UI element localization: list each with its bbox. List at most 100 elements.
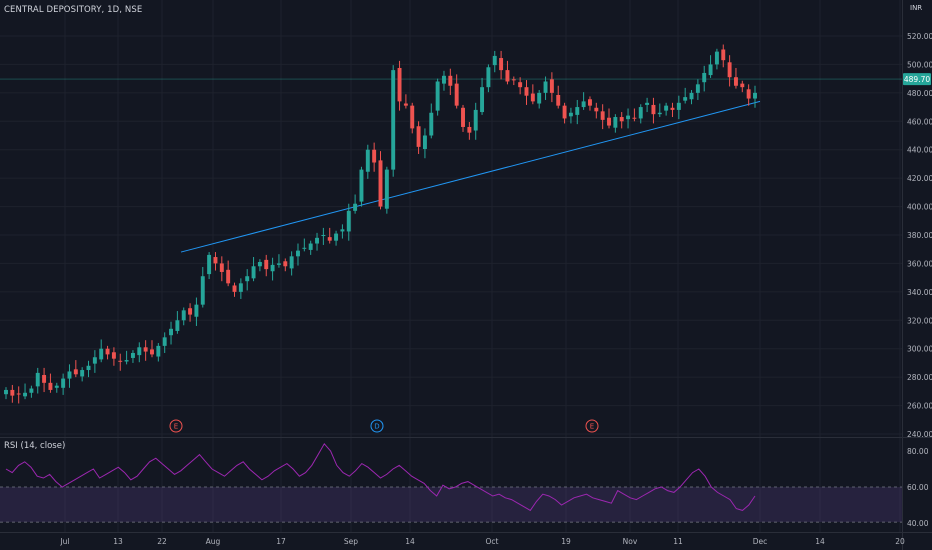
price-tick-label: 280.00 [907, 373, 932, 382]
rsi-tick-label: 80.00 [907, 447, 929, 456]
candle-body [334, 233, 339, 241]
candle-body [638, 107, 643, 119]
candle-body [207, 254, 212, 275]
candle-body [130, 352, 135, 358]
candle-body [518, 82, 523, 88]
event-marker-circle [169, 419, 183, 433]
candle-body [48, 382, 53, 390]
event-marker[interactable]: E [169, 419, 183, 433]
time-tick-label: Sep [344, 537, 358, 546]
candle-body [327, 237, 332, 241]
candle-body [524, 87, 529, 96]
event-marker-label: E [174, 423, 178, 431]
candle-body [10, 389, 15, 396]
candle-body [689, 92, 694, 100]
price-tick-label: 520.00 [907, 32, 932, 41]
candle-body [340, 229, 345, 232]
candle-body [695, 84, 700, 93]
candle-body [753, 92, 757, 99]
rsi-tick-label: 60.00 [907, 483, 929, 492]
candle-body [607, 117, 611, 126]
candle-body [486, 67, 491, 88]
candle-body [480, 87, 485, 113]
price-tick-label: 480.00 [907, 89, 932, 98]
candle-body [657, 112, 662, 115]
candle-body [708, 64, 713, 76]
candle-body [499, 58, 504, 71]
candle-body [664, 105, 669, 111]
candle-body [23, 392, 28, 397]
last-price-badge [903, 73, 931, 86]
candle-body [587, 99, 592, 106]
candle-body [54, 385, 59, 388]
candle-body [568, 112, 573, 117]
price-tick-label: 340.00 [907, 288, 932, 297]
trendline-layer [0, 78, 902, 253]
price-tick-label: 240.00 [907, 430, 932, 439]
candle-body [226, 269, 231, 284]
candle-body [676, 102, 681, 110]
candle-body [264, 259, 269, 270]
candle-body [422, 135, 427, 150]
candle-body [651, 104, 656, 115]
candle-body [315, 237, 319, 244]
candle-body [683, 97, 688, 101]
candle-body [670, 107, 675, 110]
candle-body [67, 371, 72, 379]
rsi-line [5, 442, 756, 512]
time-tick-label: 17 [276, 537, 286, 546]
candle-body [99, 348, 104, 360]
candle-body [581, 101, 586, 108]
rsi-line-layer [5, 442, 756, 512]
candle-body [575, 107, 580, 115]
rsi-band [0, 486, 902, 523]
candle-body [321, 235, 326, 236]
candle-body [80, 370, 85, 377]
candle-body [92, 357, 97, 364]
price-tick-label: 320.00 [907, 316, 932, 325]
event-marker[interactable]: D [370, 419, 384, 433]
candle-body [645, 102, 650, 105]
candle-body [416, 126, 421, 147]
currency-badge[interactable]: INR [910, 4, 923, 12]
price-tick-label: 400.00 [907, 203, 932, 212]
candle-body [537, 92, 542, 104]
candle-body [175, 320, 180, 331]
candle-body [105, 348, 110, 355]
candle-body [746, 89, 751, 99]
candle-body [454, 83, 459, 106]
chart-grid [0, 0, 902, 532]
candle-body [353, 203, 358, 211]
candle-body [42, 375, 47, 383]
candle-body [549, 79, 554, 93]
candle-body [143, 347, 148, 352]
candle-body [150, 349, 154, 355]
candle-body [740, 83, 745, 88]
time-tick-label: Aug [206, 537, 221, 546]
time-tick-label: 11 [673, 537, 683, 546]
candle-body [702, 72, 707, 83]
candle-body [632, 117, 637, 119]
candle-body [556, 94, 561, 106]
candle-body [613, 117, 618, 128]
candle-body [162, 337, 167, 346]
rsi-title: RSI (14, close) [4, 441, 66, 451]
candle-body [111, 352, 116, 359]
candle-body [505, 70, 510, 82]
price-tick-label: 420.00 [907, 174, 932, 183]
event-marker[interactable]: E [585, 419, 599, 433]
candle-body [296, 250, 300, 257]
candle-body [4, 389, 8, 395]
price-tick-label: 440.00 [907, 146, 932, 155]
candle-body [276, 263, 281, 265]
event-marker-circle [585, 419, 599, 433]
candle-body [626, 115, 631, 120]
candle-body [397, 67, 402, 102]
time-tick-label: Dec [753, 537, 768, 546]
candle-body [169, 328, 174, 336]
candle-body [118, 360, 123, 362]
candle-body [156, 345, 161, 357]
